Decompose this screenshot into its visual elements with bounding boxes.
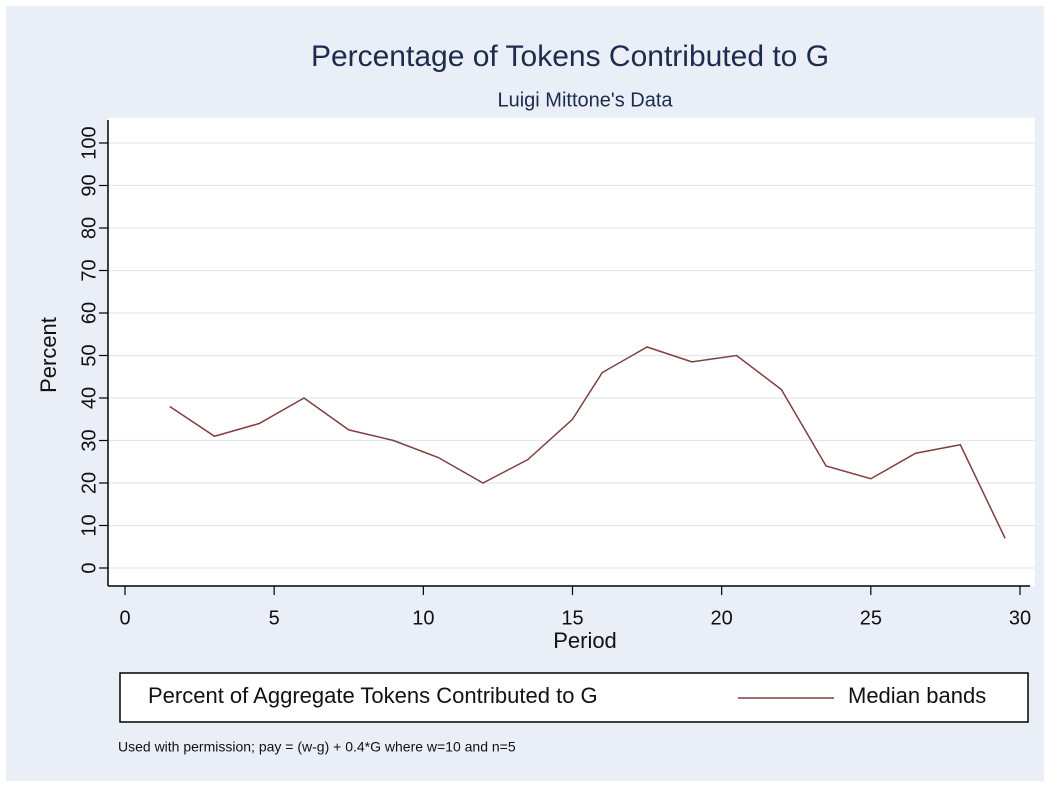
data-line [169, 346, 1006, 539]
x-tick-label: 5 [269, 607, 280, 629]
note: Used with permission; pay = (w-g) + 0.4*… [118, 739, 516, 755]
y-axis-label: Percent [36, 317, 61, 393]
legend-label: Percent of Aggregate Tokens Contributed … [148, 683, 598, 708]
chart-subtitle: Luigi Mittone's Data [497, 89, 673, 111]
y-tick-label: 10 [78, 514, 100, 536]
x-tick-label: 20 [711, 607, 733, 629]
chart-title: Percentage of Tokens Contributed to G [311, 40, 829, 73]
x-tick-label: 15 [561, 607, 583, 629]
y-tick-label: 30 [78, 429, 100, 451]
x-tick-label: 25 [860, 607, 882, 629]
y-tick-label: 40 [78, 387, 100, 409]
x-tick-label: 10 [412, 607, 434, 629]
y-tick-label: 60 [78, 302, 100, 324]
legend-entry: Median bands [848, 683, 986, 708]
x-tick-label: 0 [119, 607, 130, 629]
y-tick-label: 50 [78, 344, 100, 366]
y-tick-label: 100 [78, 126, 100, 159]
x-tick-label: 30 [1009, 607, 1031, 629]
y-tick-label: 0 [78, 562, 100, 573]
plot-area [108, 118, 1035, 586]
y-tick-label: 90 [78, 174, 100, 196]
legend-box [119, 672, 1029, 723]
y-tick-label: 80 [78, 217, 100, 239]
x-axis-label: Period [553, 628, 617, 653]
y-tick-label: 20 [78, 472, 100, 494]
y-tick-label: 70 [78, 259, 100, 281]
